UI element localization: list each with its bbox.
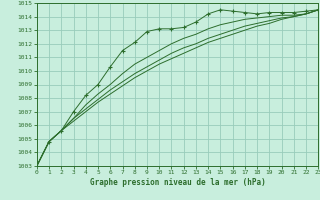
X-axis label: Graphe pression niveau de la mer (hPa): Graphe pression niveau de la mer (hPa) bbox=[90, 178, 266, 187]
